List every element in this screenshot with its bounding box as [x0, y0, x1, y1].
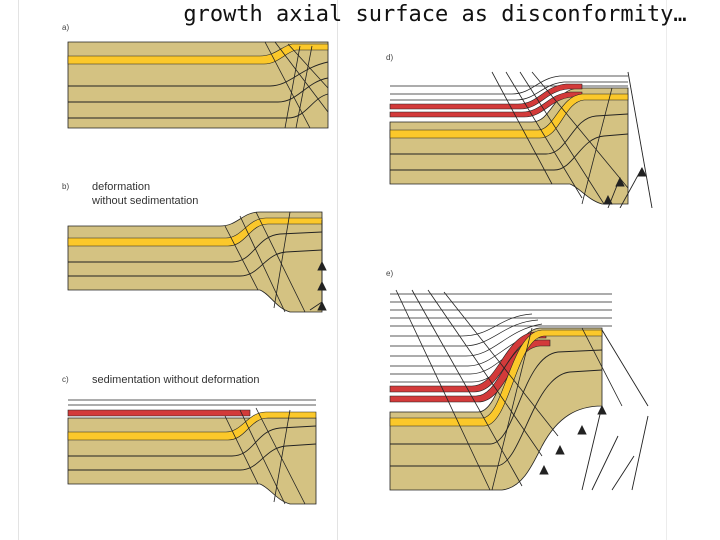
- panel-e-bedding-lines: [390, 349, 603, 467]
- panel-e-red-bed-lower: [389, 339, 551, 403]
- panel-e-label: e): [386, 269, 393, 278]
- panel-b-caption-1: deformation: [92, 181, 150, 193]
- panel-d-bedding-lines: [390, 113, 629, 171]
- panel-d-diagram: d): [386, 53, 653, 208]
- panel-d-red-bed-upper: [389, 83, 583, 110]
- panel-b-label: b): [62, 182, 69, 191]
- panel-a-bedding-lines: [68, 61, 329, 119]
- panel-d-uplift-arrows: [603, 71, 653, 208]
- panel-a-axial-surfaces: [264, 41, 329, 129]
- panel-a-label: a): [62, 23, 69, 32]
- panel-c-cover-lines: [68, 399, 316, 406]
- left-page: [18, 0, 338, 540]
- panel-b-axial-surfaces: [224, 211, 306, 313]
- panel-d-label: d): [386, 53, 393, 62]
- panel-d-axial-surfaces: [491, 71, 629, 205]
- panel-e-diagram: e): [386, 269, 649, 491]
- panel-c-red-bed: [67, 409, 251, 417]
- panel-c-diagram: c) sedimentation without deformation: [62, 374, 317, 505]
- panel-c-label: c): [62, 375, 69, 384]
- panel-a-strata: [67, 41, 329, 129]
- panel-b-uplift-arrows: [309, 220, 327, 311]
- panel-b-diagram: b) deformation without sedimentation: [62, 181, 327, 313]
- panel-d-cover-lines: [390, 75, 628, 101]
- panel-c-caption: sedimentation without deformation: [92, 374, 260, 386]
- right-page: [336, 0, 667, 540]
- panel-e-yellow-bed: [389, 329, 603, 427]
- panel-b-caption-2: without sedimentation: [91, 195, 198, 207]
- panel-a-diagram: a): [62, 23, 329, 129]
- panel-d-yellow-bed: [389, 93, 629, 139]
- panel-e-axial-surfaces: [395, 289, 623, 491]
- panel-c-axial-surfaces: [224, 407, 306, 505]
- slide-title: growth axial surface as disconformity…: [183, 2, 687, 27]
- panel-e-uplift-arrows: [539, 329, 649, 491]
